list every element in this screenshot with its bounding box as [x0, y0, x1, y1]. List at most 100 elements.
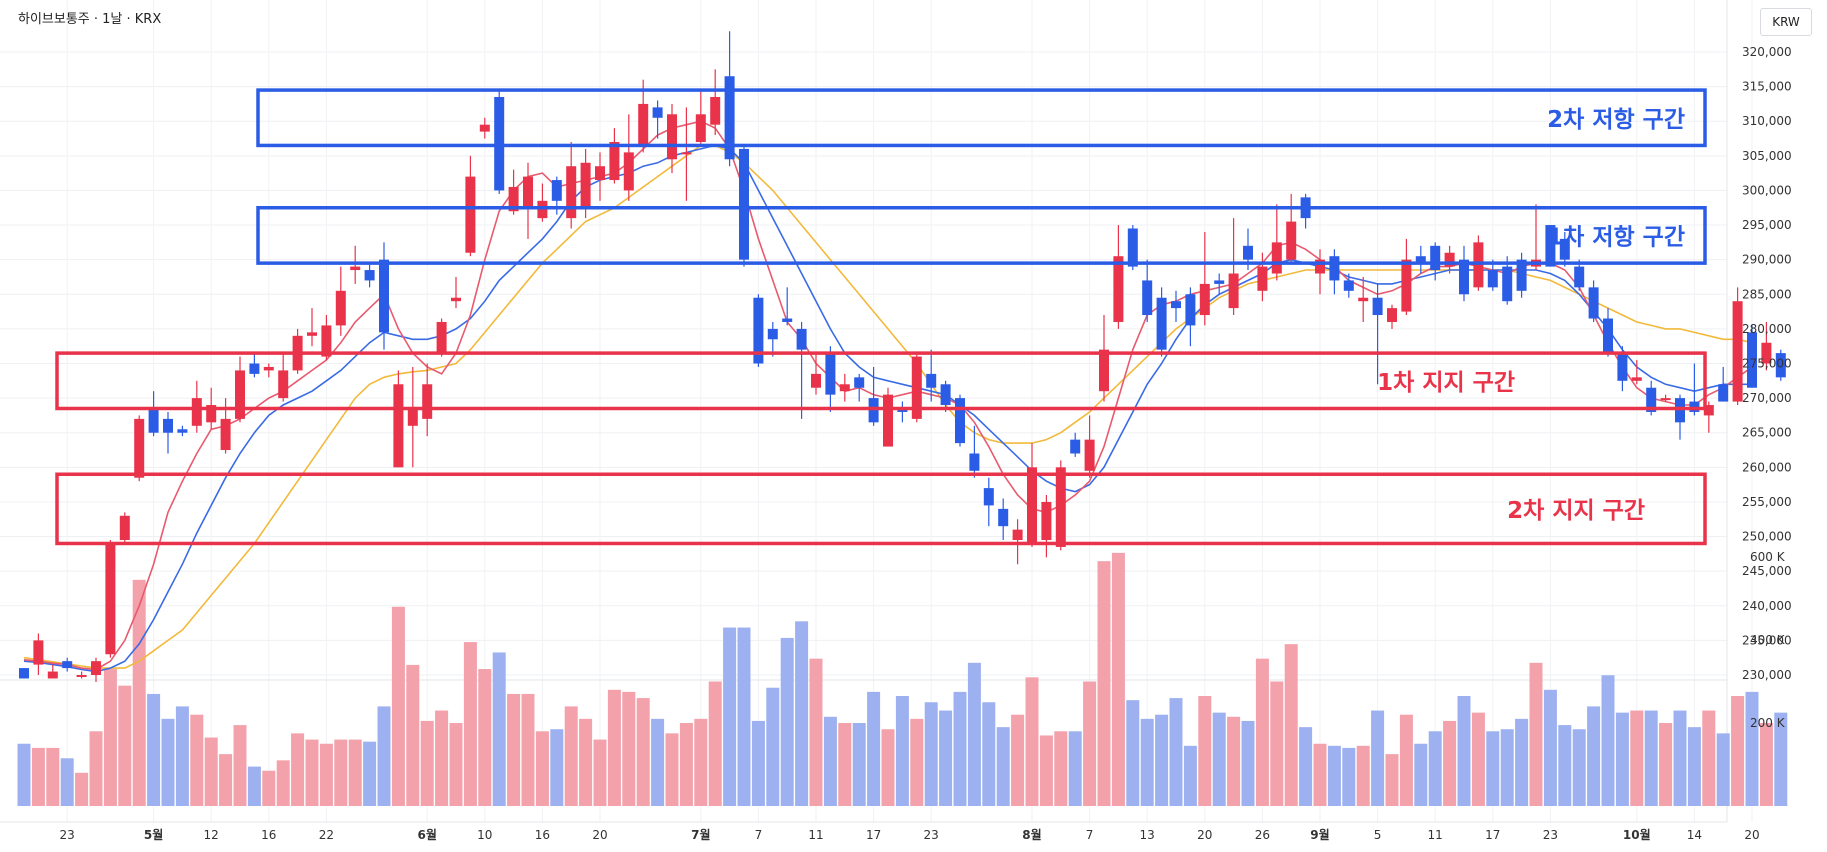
volume-bar: [1774, 712, 1788, 806]
time-tick-label: 23: [1543, 828, 1558, 842]
volume-bar: [751, 720, 765, 806]
candle: [1084, 415, 1095, 478]
candle-body: [1199, 283, 1210, 316]
candle-body: [710, 96, 721, 125]
candle: [1531, 204, 1541, 271]
volume-bar: [651, 718, 665, 806]
candle-body: [1358, 297, 1369, 302]
volume-bar: [737, 627, 751, 806]
candle-body: [1415, 256, 1426, 264]
candle-body: [1171, 301, 1181, 309]
currency-button[interactable]: KRW: [1760, 8, 1812, 36]
candle: [407, 366, 418, 468]
time-tick-label: 16: [535, 828, 550, 842]
candle: [652, 100, 663, 139]
candle: [1703, 401, 1714, 433]
candle: [278, 353, 289, 402]
volume-bar: [420, 720, 434, 806]
volume-bar: [953, 691, 967, 806]
volume-bar: [1543, 689, 1557, 806]
volume-bar: [1759, 723, 1773, 806]
candle-body: [335, 290, 346, 326]
volume-bar: [1601, 675, 1615, 806]
candle: [134, 415, 145, 482]
volume-bar: [910, 718, 924, 806]
candle-body: [105, 543, 116, 655]
candle-body: [695, 114, 706, 142]
volume-bar: [1673, 710, 1687, 806]
price-tick-label: 235,000: [1742, 633, 1792, 647]
candle-body: [523, 176, 533, 208]
price-tick-label: 295,000: [1742, 218, 1792, 232]
candle-body: [1459, 259, 1469, 295]
volume-bar: [521, 693, 535, 806]
volume-bar: [1356, 745, 1370, 806]
candle-body: [206, 405, 217, 423]
candle-body: [62, 661, 73, 669]
candle-body: [1559, 238, 1570, 260]
price-tick-label: 275,000: [1742, 357, 1792, 371]
time-tick-label: 9월: [1310, 827, 1329, 842]
candle: [1329, 249, 1340, 295]
volume-bar: [1630, 710, 1644, 806]
candle-body: [839, 384, 850, 392]
price-tick-label: 315,000: [1742, 80, 1792, 94]
price-tick-label: 310,000: [1742, 114, 1792, 128]
candle-body: [451, 297, 461, 302]
candle-body: [465, 176, 476, 253]
candle: [379, 242, 389, 350]
volume-bar: [895, 696, 909, 806]
time-tick-label: 10월: [1623, 827, 1651, 842]
volume-bar: [1515, 718, 1529, 806]
volume-bar: [1486, 731, 1500, 806]
time-tick-label: 11: [1428, 828, 1443, 842]
candle: [220, 398, 231, 454]
volume-series: [17, 552, 1788, 806]
candle: [695, 90, 706, 146]
volume-bar: [348, 739, 362, 806]
candle-body: [883, 394, 893, 447]
volume-bar: [1083, 681, 1097, 806]
volume-bar: [1255, 658, 1269, 806]
candle: [1228, 218, 1239, 316]
candle: [76, 671, 87, 679]
time-tick-label: 16: [261, 828, 276, 842]
candle-body: [1271, 242, 1282, 274]
volume-bar: [1284, 644, 1298, 806]
candle-series: [19, 31, 1786, 682]
volume-bar: [1126, 700, 1140, 806]
candle-body: [1761, 342, 1772, 364]
volume-bar: [1140, 718, 1154, 806]
candle: [62, 657, 73, 672]
candle-body: [1516, 259, 1527, 291]
candle-body: [926, 373, 937, 388]
volume-bar: [1111, 552, 1125, 806]
candle: [105, 540, 116, 658]
candle-body: [1545, 225, 1556, 267]
candle-body: [796, 328, 807, 350]
volume-bar: [665, 733, 679, 806]
volume-bar: [262, 770, 276, 806]
candle-body: [623, 152, 634, 191]
volume-bar: [1529, 662, 1543, 806]
volume-bar: [1155, 714, 1169, 806]
candle-body: [1257, 266, 1268, 291]
volume-bar: [363, 741, 377, 806]
volume-bar: [823, 716, 837, 806]
volume-bar: [89, 731, 103, 806]
candle: [1401, 238, 1412, 316]
price-axis: 230,000 235,000 240,000 245,000 250,000 255,0…: [1742, 45, 1792, 730]
time-tick-label: 23: [924, 828, 939, 842]
candle-body: [1617, 353, 1628, 381]
time-tick-label: 10: [477, 828, 492, 842]
candle: [998, 498, 1009, 541]
candle-body: [609, 141, 620, 181]
time-axis: 23 5월 12 16 22 6월 10 16 20 7월 7 11 17 23 8월 7 13 20 26 9월 5 1…: [60, 827, 1760, 842]
volume-bar: [1414, 743, 1428, 806]
candle: [1732, 287, 1743, 406]
candle: [767, 321, 778, 357]
candle-body: [1732, 301, 1743, 402]
candle-body: [364, 270, 375, 281]
candle: [307, 308, 317, 347]
time-tick-label: 17: [1485, 828, 1500, 842]
